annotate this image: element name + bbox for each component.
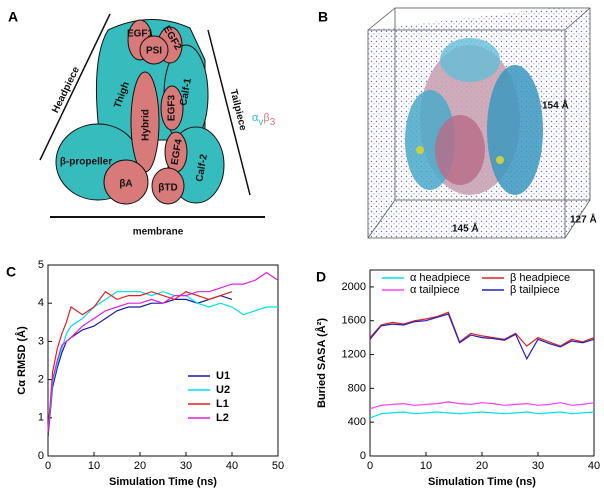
propeller-label: β-propeller	[60, 157, 112, 168]
panel-letter: B	[318, 9, 328, 25]
egf1-label: EGF1	[127, 29, 154, 40]
series-line	[369, 411, 595, 419]
legend-label: U1	[216, 370, 230, 382]
legend-label: β tailpiece	[510, 284, 560, 296]
x-tick-label: 50	[272, 460, 284, 472]
series-line	[47, 271, 279, 430]
series-line	[47, 291, 278, 434]
headpiece-label: Headpiece	[50, 65, 82, 115]
legend-label: α headpiece	[410, 272, 470, 284]
headpiece-arrow	[39, 13, 111, 161]
integrin-label: αvβ3	[252, 112, 276, 128]
y-axis-label: Cα RMSD (Å)	[15, 326, 28, 395]
psi-label: PSI	[146, 46, 162, 57]
panel-letter: D	[316, 269, 326, 285]
y-tick-label: 4	[38, 297, 44, 309]
plot-frame	[369, 269, 595, 457]
box-edges	[367, 7, 591, 239]
hybrid-label: Hybrid	[141, 109, 152, 141]
egf4-label: EGF4	[169, 138, 184, 166]
legend-label: β headpiece	[510, 272, 570, 284]
calf2-label: Calf-2	[194, 153, 210, 183]
calf1-label: Calf-1	[178, 77, 194, 107]
egf3-label: EGF3	[167, 95, 178, 122]
x-axis-label: Simulation Time (ns)	[428, 476, 536, 488]
betatd-shape	[151, 167, 185, 205]
legend-label: L2	[216, 412, 229, 424]
x-tick-label: 30	[532, 460, 544, 472]
x-tick-label: 40	[226, 460, 238, 472]
tailpiece-arrow	[207, 29, 251, 196]
beta: β	[263, 112, 269, 124]
psi-shape	[139, 35, 169, 65]
y-tick-label: 1	[38, 412, 44, 424]
y-tick-label: 400	[348, 416, 366, 428]
y-tick-label: 1600	[342, 315, 366, 327]
y-tick-label: 0	[360, 450, 366, 462]
y-tick-label: 0	[38, 450, 44, 462]
tailpiece-label: Tailpiece	[227, 88, 248, 132]
egf3-shape	[160, 85, 184, 131]
height-label: 154 Å	[542, 99, 569, 112]
y-axis-label: Buried SASA (Å²)	[315, 318, 328, 408]
y-tick-label: 3	[38, 335, 44, 347]
x-tick-label: 10	[420, 460, 432, 472]
betaa-label: βA	[119, 179, 132, 190]
legend-label: α tailpiece	[410, 284, 460, 296]
panel-a: A Headpiece Tailpiece Thigh EGF1 EGF2 PS…	[8, 9, 276, 238]
series-line	[369, 313, 595, 361]
y-tick-label: 2	[38, 374, 44, 386]
y-tick-label: 800	[348, 382, 366, 394]
protein	[405, 38, 543, 195]
x-tick-label: 20	[476, 460, 488, 472]
width-label: 145 Å	[452, 222, 479, 235]
series-line	[369, 401, 595, 410]
betaa-shape	[103, 159, 149, 205]
x-tick-label: 40	[588, 460, 600, 472]
series-line	[47, 290, 233, 434]
y-tick-label: 5	[38, 259, 44, 271]
alpha: α	[252, 112, 259, 124]
sub-3: 3	[270, 117, 276, 128]
x-tick-label: 0	[45, 460, 51, 472]
panel-letter: C	[6, 264, 16, 280]
panel-b: B 154 Å 145 Å 127 Å	[318, 7, 597, 239]
sub-v: v	[258, 117, 263, 128]
legend-label: L1	[216, 398, 229, 410]
x-axis-label: Simulation Time (ns)	[109, 476, 217, 488]
x-tick-label: 0	[367, 460, 373, 472]
x-tick-label: 30	[180, 460, 192, 472]
legend-label: U2	[216, 384, 230, 396]
y-tick-label: 1200	[342, 348, 366, 360]
y-tick-label: 2000	[342, 281, 366, 293]
plot-frame	[47, 264, 279, 457]
depth-label: 127 Å	[570, 213, 597, 226]
series-line	[47, 294, 233, 437]
membrane-label: membrane	[133, 227, 184, 238]
series-line	[369, 311, 595, 347]
x-tick-label: 20	[134, 460, 146, 472]
panel-letter: A	[8, 9, 18, 25]
betatd-label: βTD	[158, 183, 177, 194]
x-tick-label: 10	[88, 460, 100, 472]
